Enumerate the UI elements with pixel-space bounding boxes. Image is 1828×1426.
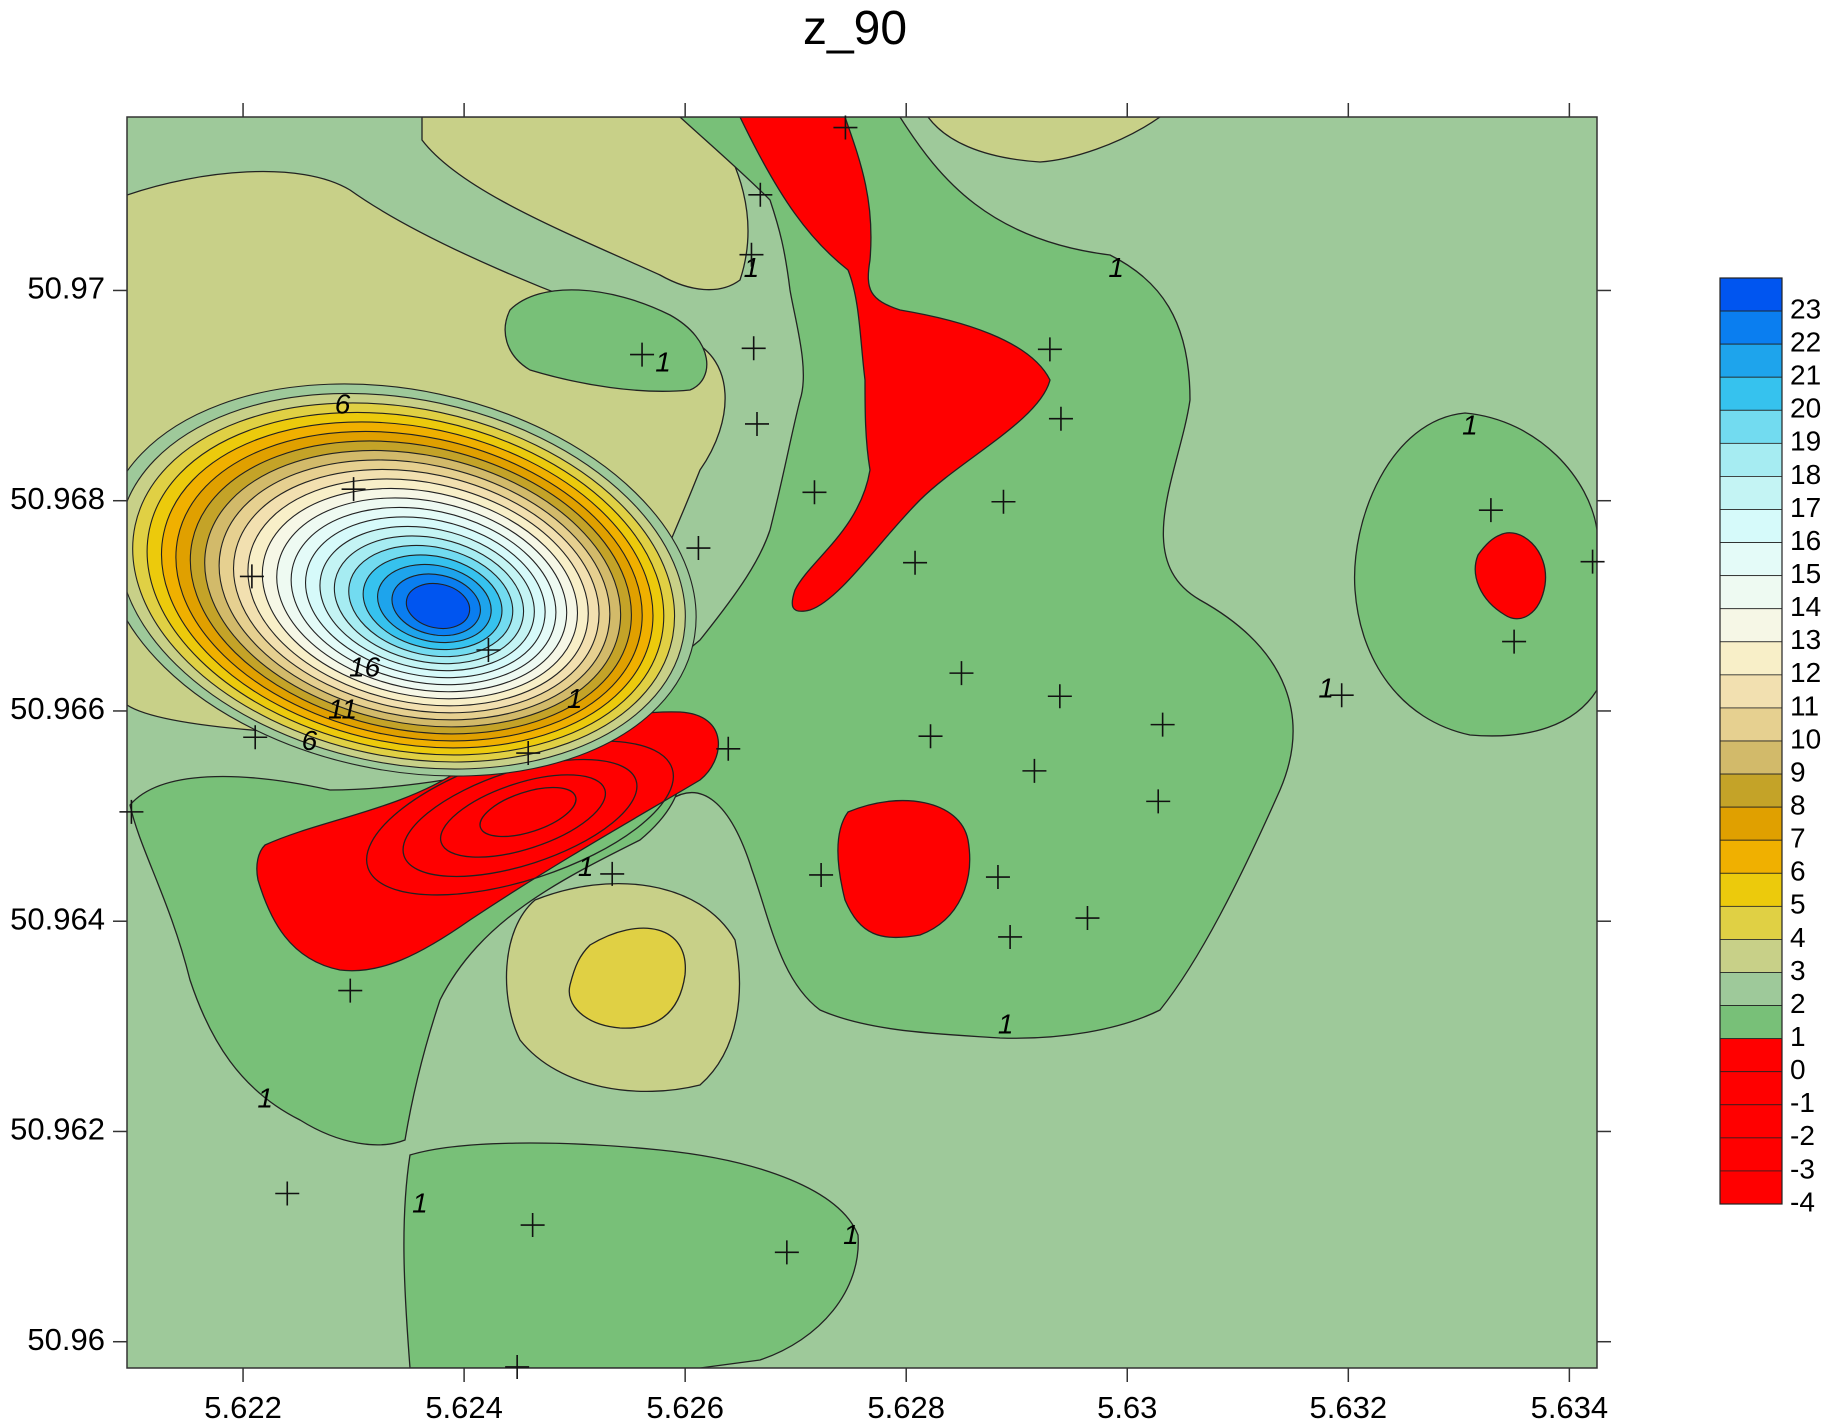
legend-swatch <box>1720 973 1782 1006</box>
legend-level-label: 9 <box>1790 756 1806 787</box>
x-tick-label: 5.622 <box>204 1390 282 1425</box>
contour-label: 1 <box>1108 252 1124 283</box>
contour-label: 1 <box>567 683 583 714</box>
legend-level-label: 3 <box>1790 955 1806 986</box>
legend-swatch <box>1720 1006 1782 1039</box>
x-tick-label: 5.626 <box>646 1390 724 1425</box>
legend-swatch <box>1720 1138 1782 1171</box>
legend-level-label: 14 <box>1790 591 1821 622</box>
x-tick-label: 5.628 <box>867 1390 945 1425</box>
legend-swatch <box>1720 510 1782 543</box>
y-tick-label: 50.966 <box>10 691 105 726</box>
legend-level-label: 17 <box>1790 492 1821 523</box>
legend-swatch <box>1720 344 1782 377</box>
legend-level-label: 5 <box>1790 889 1806 920</box>
legend-swatch <box>1720 1171 1782 1204</box>
y-tick-label: 50.968 <box>10 481 105 516</box>
legend-swatch <box>1720 543 1782 576</box>
contour-label: 6 <box>302 725 318 756</box>
contour-label: 1 <box>655 346 671 377</box>
contour-label: 1 <box>843 1219 859 1250</box>
contour-label: 1 <box>1318 672 1334 703</box>
contour-label: 1 <box>1462 410 1478 441</box>
legend-swatch <box>1720 410 1782 443</box>
legend-swatch <box>1720 443 1782 476</box>
legend-level-label: 15 <box>1790 558 1821 589</box>
legend-swatch <box>1720 311 1782 344</box>
legend-level-label: 2 <box>1790 988 1806 1019</box>
legend-level-label: 1 <box>1790 1021 1806 1052</box>
legend-swatch <box>1720 1072 1782 1105</box>
legend-level-label: 22 <box>1790 327 1821 358</box>
legend-level-label: -3 <box>1790 1153 1815 1184</box>
contour-label: 11 <box>328 693 357 724</box>
legend-swatch <box>1720 278 1782 311</box>
legend-level-label: -1 <box>1790 1087 1815 1118</box>
legend-level-label: 19 <box>1790 426 1821 457</box>
legend-swatch <box>1720 377 1782 410</box>
chart-title: z_90 <box>803 2 907 55</box>
legend-swatch <box>1720 576 1782 609</box>
contour-label: 6 <box>335 388 351 419</box>
contour-label: 16 <box>349 651 381 682</box>
legend-swatch <box>1720 840 1782 873</box>
legend-level-label: 0 <box>1790 1054 1806 1085</box>
legend-level-label: -2 <box>1790 1120 1815 1151</box>
legend-level-label: 11 <box>1790 690 1819 721</box>
legend-level-label: 10 <box>1790 723 1821 754</box>
legend-swatch <box>1720 642 1782 675</box>
legend-level-label: 13 <box>1790 624 1821 655</box>
legend-swatch <box>1720 708 1782 741</box>
contour-label: 1 <box>998 1009 1014 1040</box>
legend-swatch <box>1720 675 1782 708</box>
x-tick-label: 5.624 <box>425 1390 503 1425</box>
legend-swatch <box>1720 1105 1782 1138</box>
y-tick-label: 50.964 <box>10 901 105 936</box>
legend-level-label: 8 <box>1790 790 1806 821</box>
color-legend: 23222120191817161514131211109876543210-1… <box>1720 278 1821 1217</box>
x-tick-label: 5.63 <box>1097 1390 1157 1425</box>
legend-swatch <box>1720 774 1782 807</box>
legend-level-label: -4 <box>1790 1186 1815 1217</box>
legend-swatch <box>1720 741 1782 774</box>
legend-level-label: 18 <box>1790 459 1821 490</box>
plot-area <box>67 117 1597 1368</box>
legend-level-label: 12 <box>1790 657 1821 688</box>
legend-swatch <box>1720 939 1782 972</box>
y-tick-label: 50.97 <box>27 271 105 306</box>
contour-label: 1 <box>412 1187 428 1218</box>
x-tick-label: 5.634 <box>1531 1390 1609 1425</box>
legend-level-label: 6 <box>1790 856 1806 887</box>
legend-level-label: 16 <box>1790 525 1821 556</box>
legend-swatch <box>1720 609 1782 642</box>
x-tick-label: 5.632 <box>1310 1390 1388 1425</box>
legend-swatch <box>1720 807 1782 840</box>
legend-swatch <box>1720 906 1782 939</box>
contour-label: 1 <box>578 851 594 882</box>
legend-level-label: 4 <box>1790 922 1806 953</box>
legend-level-label: 7 <box>1790 823 1806 854</box>
legend-level-label: 20 <box>1790 393 1821 424</box>
legend-swatch <box>1720 1039 1782 1072</box>
y-tick-label: 50.96 <box>27 1322 105 1357</box>
legend-level-label: 21 <box>1790 360 1821 391</box>
legend-level-label: 23 <box>1790 293 1821 324</box>
contour-label: 1 <box>257 1082 273 1113</box>
legend-swatch <box>1720 476 1782 509</box>
legend-swatch <box>1720 873 1782 906</box>
y-tick-label: 50.962 <box>10 1112 105 1147</box>
